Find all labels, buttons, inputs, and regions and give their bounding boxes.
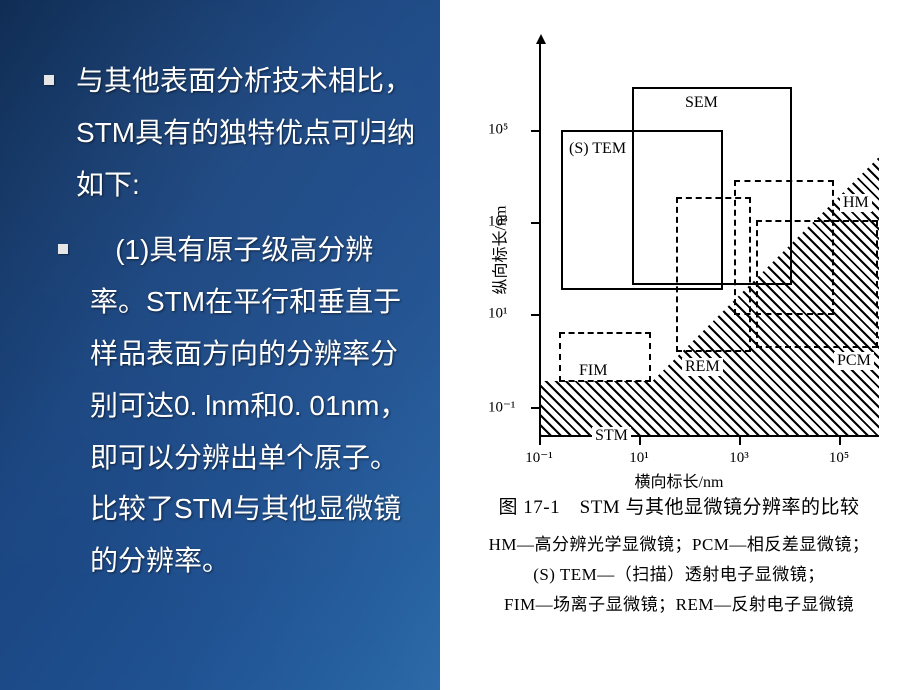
region-label-fim: FIM [576, 362, 610, 380]
region-label-rem: REM [682, 358, 723, 376]
x-tick [839, 435, 841, 445]
bullet-1-text: 与其他表面分析技术相比，STM具有的独特优点可归纳如下: [76, 65, 415, 200]
region-label-stem: (S) TEM [566, 140, 629, 158]
x-tick-label: 10⁻¹ [525, 448, 552, 467]
region-label-sem: SEM [682, 94, 721, 112]
slide-root: 与其他表面分析技术相比，STM具有的独特优点可归纳如下: (1)具有原子级高分辨… [0, 0, 920, 690]
caption-line-3: FIM—场离子显微镜；REM—反射电子显微镜 [460, 590, 898, 620]
caption-title: 图 17-1 STM 与其他显微镜分辨率的比较 [460, 491, 898, 524]
region-label-hm: HM [840, 194, 872, 212]
y-tick-label: 10¹ [488, 306, 508, 323]
caption-line-2: (S) TEM—（扫描）透射电子显微镜； [460, 560, 898, 590]
region-label-pcm: PCM [834, 352, 874, 370]
x-tick-label: 10⁵ [829, 450, 849, 467]
y-axis [539, 42, 541, 437]
region-label-stm: STM [592, 427, 631, 445]
chart-area: SEM (S) TEM HM PCM REM FIM STM 10⁻¹ 10¹ 10³ 10⁵ 1… [464, 22, 894, 477]
region-rem [676, 197, 751, 352]
bullet-1: 与其他表面分析技术相比，STM具有的独特优点可归纳如下: [30, 55, 422, 210]
x-tick-label: 10³ [729, 450, 749, 467]
x-tick [539, 435, 541, 445]
y-tick-label: 10⁵ [488, 122, 508, 139]
y-axis-arrow [536, 34, 546, 44]
y-tick [531, 222, 541, 224]
bullet-2: (1)具有原子级高分辨率。STM在平行和垂直于样品表面方向的分辨率分别可达0. … [30, 224, 422, 587]
y-tick [531, 314, 541, 316]
bullet-2-text: (1)具有原子级高分辨率。STM在平行和垂直于样品表面方向的分辨率分别可达0. … [90, 234, 407, 576]
region-pcm [756, 220, 878, 348]
x-axis-title: 横向标长/nm [635, 468, 724, 492]
x-tick-label: 10¹ [629, 450, 649, 467]
y-axis-title: 纵向标长/nm [486, 205, 510, 294]
caption-line-1: HM—高分辨光学显微镜；PCM—相反差显微镜； [460, 530, 898, 560]
y-tick [531, 130, 541, 132]
figure-caption: 图 17-1 STM 与其他显微镜分辨率的比较 HM—高分辨光学显微镜；PCM—… [448, 477, 910, 620]
x-tick [639, 435, 641, 445]
y-tick-label: 10⁻¹ [488, 398, 515, 417]
figure-column: SEM (S) TEM HM PCM REM FIM STM 10⁻¹ 10¹ 10³ 10⁵ 1… [440, 0, 920, 690]
text-column: 与其他表面分析技术相比，STM具有的独特优点可归纳如下: (1)具有原子级高分辨… [0, 0, 440, 690]
y-tick [531, 407, 541, 409]
x-tick [739, 435, 741, 445]
